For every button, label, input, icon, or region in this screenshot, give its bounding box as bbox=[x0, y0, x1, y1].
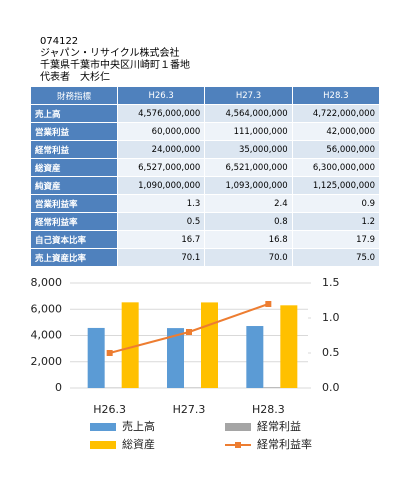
line-marker bbox=[106, 350, 113, 356]
value-cell: 0.8 bbox=[204, 212, 293, 231]
bar bbox=[167, 328, 184, 388]
x-tick-label: H26.3 bbox=[93, 403, 126, 416]
line-marker bbox=[186, 329, 192, 335]
y2-tick-label: 0.5 bbox=[322, 346, 340, 359]
value-cell: 1,093,000,000 bbox=[204, 176, 293, 195]
y-tick-label: 4,000 bbox=[31, 329, 63, 342]
y-tick-label: 0 bbox=[55, 381, 62, 394]
legend-label: 経常利益 bbox=[257, 419, 301, 433]
value-cell: 1,090,000,000 bbox=[116, 176, 206, 195]
legend-swatch bbox=[90, 423, 116, 431]
y-tick-label: 6,000 bbox=[31, 302, 63, 315]
value-cell: 6,300,000,000 bbox=[291, 158, 381, 177]
value-cell: 35,000,000 bbox=[204, 140, 293, 159]
y-tick-label: 8,000 bbox=[31, 276, 63, 289]
y-tick-label: 2,000 bbox=[31, 355, 63, 368]
x-tick-label: H28.3 bbox=[252, 403, 285, 416]
label-cell: 売上高 bbox=[30, 104, 118, 123]
bar bbox=[201, 302, 218, 388]
y2-tick-label: 0.0 bbox=[322, 381, 340, 394]
representative: 代表者 大杉仁 bbox=[40, 72, 110, 83]
bar bbox=[246, 326, 264, 388]
header-cell: 財務指標 bbox=[30, 86, 118, 105]
legend-swatch bbox=[235, 442, 241, 448]
table-row: 総資産 6,527,000,000 6,521,000,000 6,300,000,0… bbox=[30, 158, 381, 177]
legend-label: 経常利益率 bbox=[257, 437, 312, 451]
value-cell: 0.9 bbox=[291, 194, 381, 213]
table-row: 営業利益 60,000,000 111,000,000 42,000,000 bbox=[30, 122, 381, 141]
bar bbox=[263, 387, 281, 388]
bar bbox=[121, 302, 139, 388]
label-cell: 売上資産比率 bbox=[30, 248, 118, 267]
y2-tick-label: 1.0 bbox=[322, 311, 340, 324]
y2-tick-label: 1.5 bbox=[322, 276, 340, 289]
bar bbox=[280, 305, 298, 388]
value-cell: 4,564,000,000 bbox=[204, 104, 293, 123]
label-cell: 営業利益率 bbox=[30, 194, 118, 213]
table-row: 経常利益 24,000,000 35,000,000 56,000,000 bbox=[30, 140, 381, 159]
value-cell: 4,722,000,000 bbox=[291, 104, 381, 123]
table-row: 営業利益率 1.3 2.4 0.9 bbox=[30, 194, 381, 213]
value-cell: 16.7 bbox=[116, 230, 206, 249]
address: 千葉県千葉市中央区川崎町１番地 bbox=[40, 60, 190, 71]
value-cell: 75.0 bbox=[291, 248, 381, 267]
label-cell: 経常利益率 bbox=[30, 212, 118, 231]
value-cell: 4,576,000,000 bbox=[116, 104, 206, 123]
value-cell: 2.4 bbox=[204, 194, 293, 213]
table-row: 売上資産比率 70.1 70.0 75.0 bbox=[30, 248, 381, 267]
value-cell: 70.0 bbox=[204, 248, 293, 267]
value-cell: 56,000,000 bbox=[291, 140, 381, 159]
legend-swatch bbox=[225, 423, 251, 431]
legend-swatch bbox=[90, 441, 116, 449]
value-cell: 42,000,000 bbox=[291, 122, 381, 141]
value-cell: 24,000,000 bbox=[116, 140, 206, 159]
legend-label: 売上高 bbox=[122, 419, 155, 433]
company: ジャパン・リサイクル株式会社 bbox=[40, 48, 180, 59]
label-cell: 営業利益 bbox=[30, 122, 118, 141]
header-row: 財務指標 H26.3 H27.3 H28.3 bbox=[30, 86, 381, 105]
x-tick-label: H27.3 bbox=[173, 403, 206, 416]
bar bbox=[87, 327, 105, 388]
value-cell: 17.9 bbox=[291, 230, 381, 249]
value-cell: 0.5 bbox=[116, 212, 206, 231]
line-marker bbox=[265, 301, 272, 307]
value-cell: 6,527,000,000 bbox=[116, 158, 206, 177]
header-cell: H27.3 bbox=[204, 86, 293, 105]
table-row: 自己資本比率 16.7 16.8 17.9 bbox=[30, 230, 381, 249]
label-cell: 純資産 bbox=[30, 176, 118, 195]
label-cell: 自己資本比率 bbox=[30, 230, 118, 249]
table-row: 純資産 1,090,000,000 1,093,000,000 1,125,000,0… bbox=[30, 176, 381, 195]
value-cell: 70.1 bbox=[116, 248, 206, 267]
table-row: 経常利益率 0.5 0.8 1.2 bbox=[30, 212, 381, 231]
value-cell: 111,000,000 bbox=[204, 122, 293, 141]
value-cell: 16.8 bbox=[204, 230, 293, 249]
financial-table: 財務指標 H26.3 H27.3 H28.3 売上高 4,576,000,000 4,564… bbox=[30, 86, 381, 267]
chart: 0 2,000 4,000 6,000 8,000 0.0 0.5 1.0 1.5 H26.3 H2… bbox=[31, 276, 340, 451]
legend-label: 総資産 bbox=[122, 437, 155, 451]
value-cell: 6,521,000,000 bbox=[204, 158, 293, 177]
table-row: 売上高 4,576,000,000 4,564,000,000 4,722,000,0… bbox=[30, 104, 381, 123]
header-cell: H28.3 bbox=[291, 86, 381, 105]
value-cell: 1,125,000,000 bbox=[291, 176, 381, 195]
value-cell: 1.2 bbox=[291, 212, 381, 231]
value-cell: 1.3 bbox=[116, 194, 206, 213]
header-cell: H26.3 bbox=[116, 86, 206, 105]
value-cell: 60,000,000 bbox=[116, 122, 206, 141]
label-cell: 経常利益 bbox=[30, 140, 118, 159]
label-cell: 総資産 bbox=[30, 158, 118, 177]
code: 074122 bbox=[40, 36, 79, 47]
